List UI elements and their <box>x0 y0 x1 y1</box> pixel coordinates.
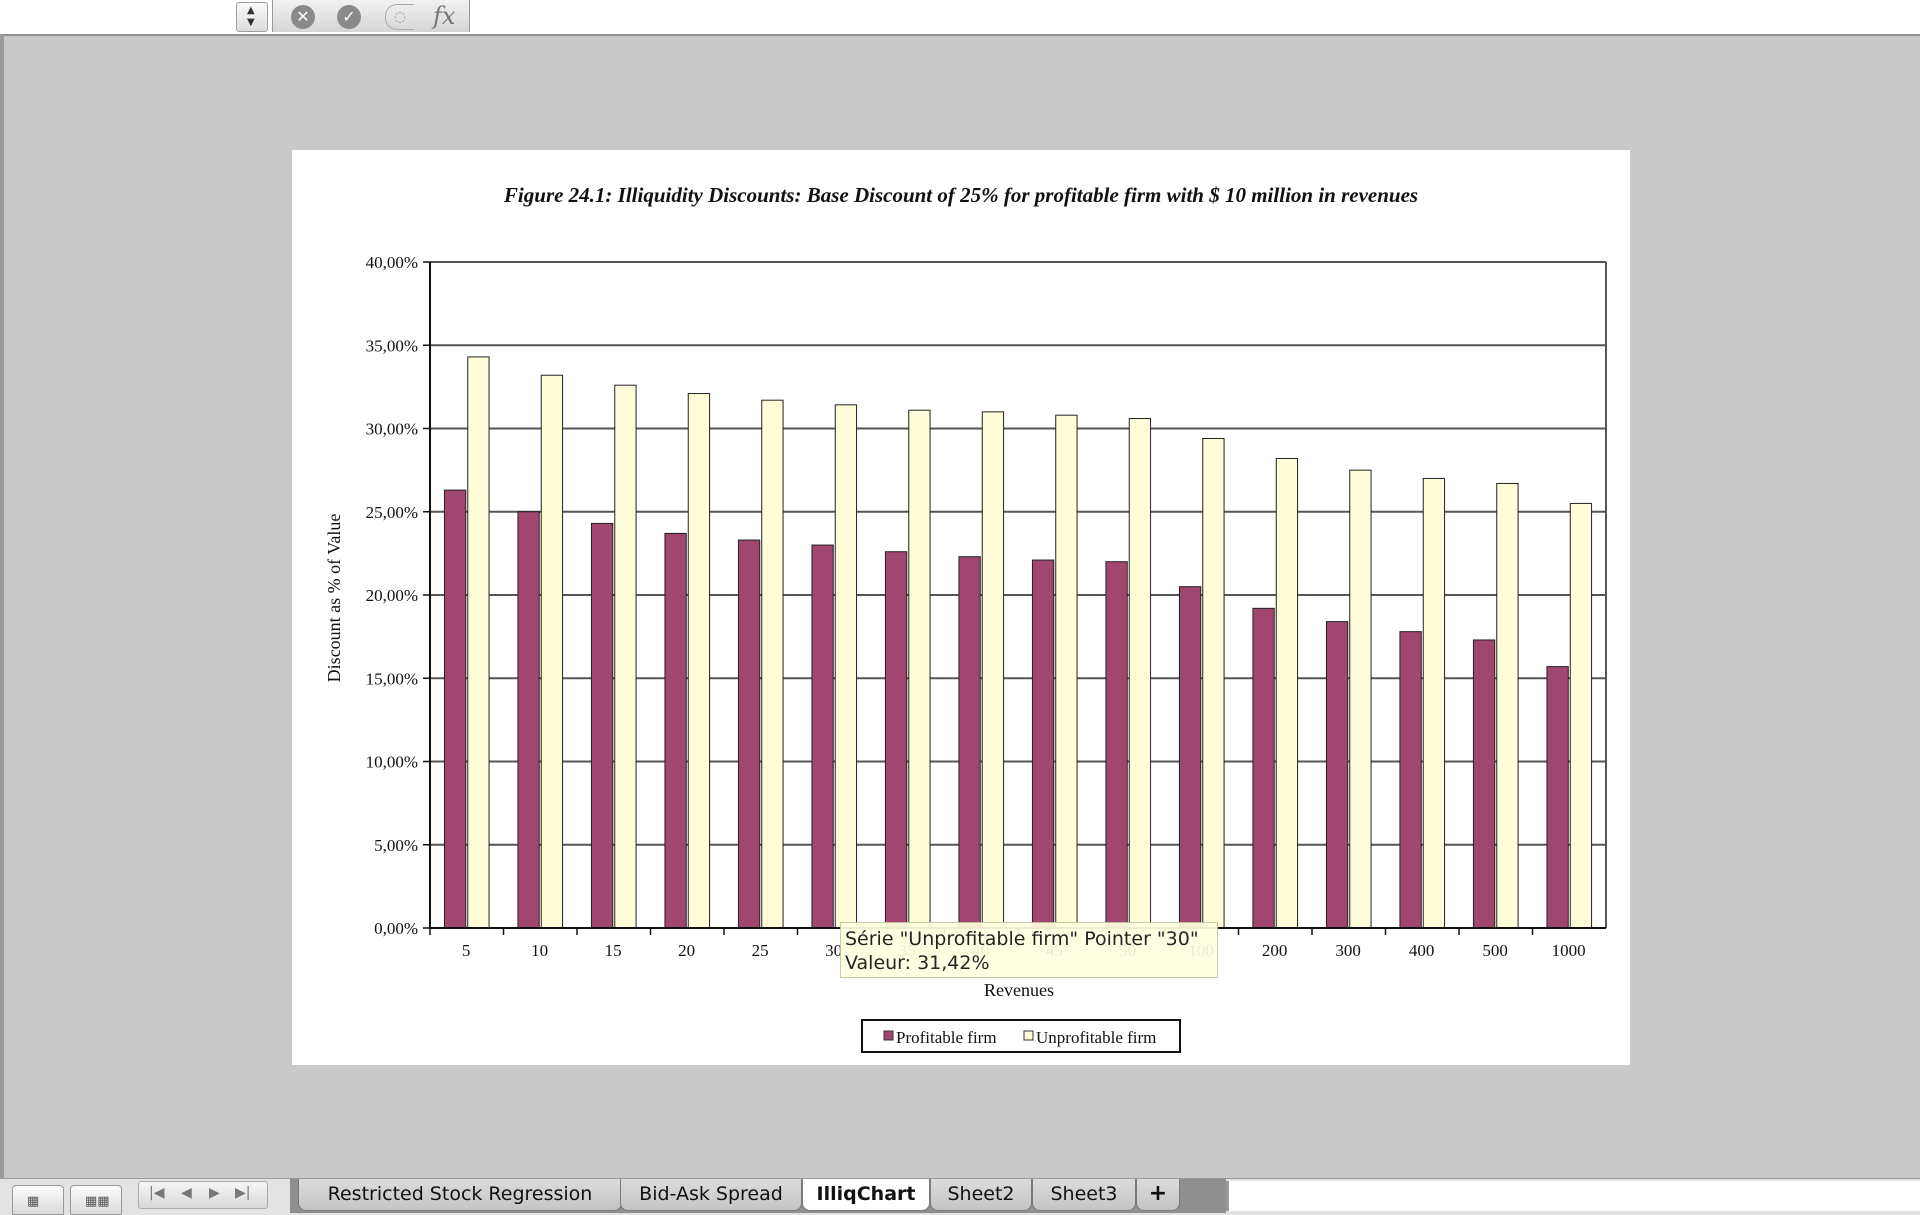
bar-unprofitable[interactable] <box>1349 469 1372 929</box>
tab-sheet2[interactable]: Sheet2 <box>930 1179 1032 1211</box>
bar-profitable[interactable] <box>811 544 834 929</box>
bar-profitable[interactable] <box>1252 607 1275 929</box>
normal-view-button[interactable]: ▦ <box>12 1185 64 1215</box>
horizontal-scrollbar[interactable] <box>1226 1181 1920 1211</box>
x-tick-label: 300 <box>1335 941 1361 960</box>
chart-title: Figure 24.1: Illiquidity Discounts: Base… <box>503 183 1418 207</box>
x-tick-label: 5 <box>462 941 471 960</box>
y-tick-label: 20,00% <box>366 586 418 605</box>
y-axis-label: Discount as % of Value <box>324 514 344 683</box>
sheet-navigation: |◀ ◀ ▶ ▶| <box>138 1181 268 1209</box>
bar-profitable[interactable] <box>737 539 761 929</box>
bar-unprofitable[interactable] <box>614 384 637 929</box>
prev-sheet-icon[interactable]: ◀ <box>181 1185 192 1201</box>
bar-unprofitable[interactable] <box>981 411 1005 929</box>
add-sheet-button[interactable]: + <box>1136 1179 1180 1211</box>
y-tick-label: 30,00% <box>366 420 418 439</box>
bar-profitable[interactable] <box>443 489 467 929</box>
formula-bar: ▲ ▼ ✕ ✓ ◌ fx <box>0 0 1920 36</box>
bar-unprofitable[interactable] <box>908 409 931 929</box>
bar-unprofitable[interactable] <box>1055 414 1078 929</box>
y-tick-label: 25,00% <box>366 503 418 522</box>
last-sheet-icon[interactable]: ▶| <box>235 1185 251 1201</box>
bar-chart[interactable]: Figure 24.1: Illiquidity Discounts: Base… <box>292 150 1630 1065</box>
bar-unprofitable[interactable] <box>687 393 711 929</box>
chart-tooltip: Série "Unprofitable firm" Pointer "30" V… <box>840 922 1218 978</box>
bar-profitable[interactable] <box>958 556 981 929</box>
legend-label-unprofitable: Unprofitable firm <box>1036 1028 1156 1047</box>
x-tick-label: 15 <box>605 941 622 960</box>
bar-profitable[interactable] <box>664 532 687 929</box>
x-axis-label: Revenues <box>984 980 1054 1000</box>
y-axis-ticks: 0,00% 5,00% 10,00% 15,00% 20,00% 25,00% 30,00%… <box>366 253 430 938</box>
sheet-tabs: Restricted Stock Regression Bid-Ask Spre… <box>290 1179 1226 1213</box>
tab-sheet3[interactable]: Sheet3 <box>1032 1179 1136 1211</box>
y-tick-label: 10,00% <box>366 753 418 772</box>
x-tick-label: 400 <box>1409 941 1435 960</box>
x-tick-label: 500 <box>1482 941 1508 960</box>
bar-unprofitable[interactable] <box>540 374 564 929</box>
cancel-icon[interactable]: ✕ <box>291 5 315 29</box>
sheet-tab-bar: ▦ ▦▦ |◀ ◀ ▶ ▶| Restricted Stock Regressi… <box>0 1178 1920 1215</box>
bar-unprofitable[interactable] <box>1202 437 1225 929</box>
bar-profitable[interactable] <box>1399 631 1422 929</box>
checkmark-icon[interactable]: ✓ <box>337 5 361 29</box>
bar-unprofitable[interactable] <box>761 399 784 929</box>
bar-profitable[interactable] <box>1472 639 1496 929</box>
y-tick-label: 40,00% <box>366 253 418 272</box>
y-tick-label: 5,00% <box>374 836 418 855</box>
insert-function-icon[interactable]: ◌ <box>385 4 414 30</box>
y-tick-label: 35,00% <box>366 336 418 355</box>
bars[interactable] <box>443 356 1593 929</box>
legend-swatch-profitable <box>883 1030 894 1041</box>
legend-swatch-unprofitable <box>1023 1030 1034 1041</box>
bar-unprofitable[interactable] <box>1496 482 1519 929</box>
y-tick-label: 0,00% <box>374 919 418 938</box>
x-tick-label: 30 <box>825 941 842 960</box>
tab-restricted-stock-regression[interactable]: Restricted Stock Regression <box>298 1179 622 1211</box>
x-tick-label: 20 <box>678 941 695 960</box>
bar-profitable[interactable] <box>517 511 540 929</box>
bar-unprofitable[interactable] <box>1422 477 1446 929</box>
page-layout-icon: ▦▦ <box>85 1194 110 1209</box>
tab-bid-ask-spread[interactable]: Bid-Ask Spread <box>620 1179 802 1211</box>
bar-profitable[interactable] <box>1325 621 1349 929</box>
bar-unprofitable[interactable] <box>467 356 490 929</box>
x-tick-label: 10 <box>531 941 548 960</box>
chart-sheet[interactable]: Figure 24.1: Illiquidity Discounts: Base… <box>292 150 1630 1065</box>
bar-unprofitable[interactable] <box>1569 502 1593 929</box>
x-tick-label: 25 <box>752 941 769 960</box>
y-tick-label: 15,00% <box>366 669 418 688</box>
x-tick-label: 1000 <box>1552 941 1586 960</box>
legend-label-profitable: Profitable firm <box>896 1028 997 1047</box>
next-sheet-icon[interactable]: ▶ <box>209 1185 220 1201</box>
bar-profitable[interactable] <box>1031 559 1055 929</box>
stepper-up-icon[interactable]: ▲ <box>247 5 255 16</box>
window-edge <box>0 34 4 1178</box>
normal-view-icon: ▦ <box>27 1194 40 1209</box>
bar-unprofitable[interactable] <box>1275 457 1299 929</box>
x-tick-label: 200 <box>1262 941 1288 960</box>
page-layout-button[interactable]: ▦▦ <box>70 1185 122 1215</box>
bar-unprofitable[interactable] <box>834 404 858 929</box>
bar-profitable[interactable] <box>1546 666 1569 929</box>
bar-profitable[interactable] <box>1105 561 1128 929</box>
bar-profitable[interactable] <box>590 522 614 929</box>
name-box-stepper[interactable]: ▲ ▼ <box>236 2 268 32</box>
bar-profitable[interactable] <box>1178 586 1202 929</box>
chart-legend[interactable]: Profitable firm Unprofitable firm <box>861 1019 1181 1053</box>
stepper-down-icon[interactable]: ▼ <box>247 17 255 28</box>
tooltip-series-line: Série "Unprofitable firm" Pointer "30" <box>845 928 1199 950</box>
fx-button[interactable]: fx <box>433 2 456 30</box>
bar-unprofitable[interactable] <box>1128 418 1152 929</box>
first-sheet-icon[interactable]: |◀ <box>149 1185 165 1201</box>
tab-illiqchart[interactable]: IlliqChart <box>802 1179 930 1211</box>
tooltip-value-line: Valeur: 31,42% <box>845 952 990 974</box>
bar-profitable[interactable] <box>884 551 908 929</box>
formula-tools: ✕ ✓ ◌ fx <box>272 0 470 32</box>
